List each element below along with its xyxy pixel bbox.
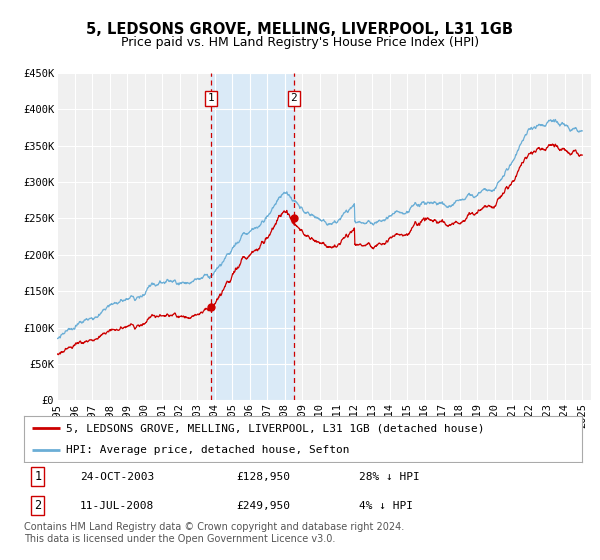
Text: £128,950: £128,950 xyxy=(236,472,290,482)
Text: 5, LEDSONS GROVE, MELLING, LIVERPOOL, L31 1GB: 5, LEDSONS GROVE, MELLING, LIVERPOOL, L3… xyxy=(86,22,514,38)
Text: 1: 1 xyxy=(34,470,41,483)
Text: 24-OCT-2003: 24-OCT-2003 xyxy=(80,472,154,482)
Text: £249,950: £249,950 xyxy=(236,501,290,511)
Bar xyxy=(211,73,294,400)
Text: 11-JUL-2008: 11-JUL-2008 xyxy=(80,501,154,511)
Text: Contains HM Land Registry data © Crown copyright and database right 2024.
This d: Contains HM Land Registry data © Crown c… xyxy=(24,522,404,544)
Text: 5, LEDSONS GROVE, MELLING, LIVERPOOL, L31 1GB (detached house): 5, LEDSONS GROVE, MELLING, LIVERPOOL, L3… xyxy=(66,423,484,433)
Text: 4% ↓ HPI: 4% ↓ HPI xyxy=(359,501,413,511)
Text: HPI: Average price, detached house, Sefton: HPI: Average price, detached house, Seft… xyxy=(66,445,349,455)
Text: 28% ↓ HPI: 28% ↓ HPI xyxy=(359,472,419,482)
Text: Price paid vs. HM Land Registry's House Price Index (HPI): Price paid vs. HM Land Registry's House … xyxy=(121,36,479,49)
Text: 2: 2 xyxy=(290,94,297,103)
Text: 2: 2 xyxy=(34,500,41,512)
Text: 1: 1 xyxy=(208,94,215,103)
